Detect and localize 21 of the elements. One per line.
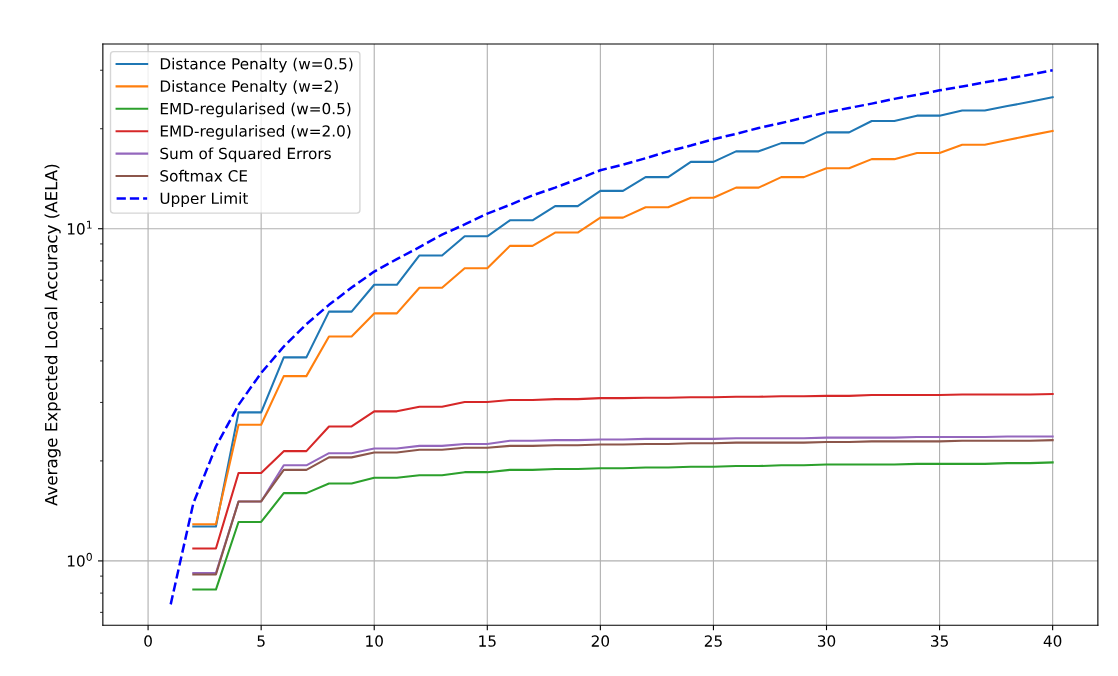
x-tick-label: 25 [704, 635, 722, 647]
line-series [192, 392, 1054, 550]
y-tick-label: 10$^{1}$ [67, 220, 92, 235]
legend-label: EMD-regularised (w=0.5) [160, 102, 351, 118]
y-axis-title: Average Expected Local Accuracy (AELA) [44, 164, 61, 506]
x-tick-label: 5 [257, 635, 265, 647]
x-tick-label: 35 [931, 635, 948, 647]
x-tick-label: 0 [144, 635, 152, 647]
x-tick-label: 10 [366, 635, 383, 647]
x-tick-label: 30 [817, 635, 836, 647]
x-tick-label: 20 [591, 635, 610, 647]
line-series [192, 461, 1054, 591]
legend-label: EMD-regularised (w=2.0) [160, 124, 351, 140]
legend-label: Softmax CE [160, 169, 248, 182]
legend-label: Sum of Squared Errors [160, 147, 331, 163]
x-tick-label: 15 [479, 635, 496, 647]
legend-label: Upper Limit [160, 192, 249, 208]
x-tick-label: 40 [1043, 635, 1062, 647]
legend-label: Distance Penalty (w=2) [160, 80, 338, 95]
y-tick-label: 10$^{0}$ [67, 552, 92, 567]
legend-label: Distance Penalty (w=0.5) [160, 57, 353, 73]
